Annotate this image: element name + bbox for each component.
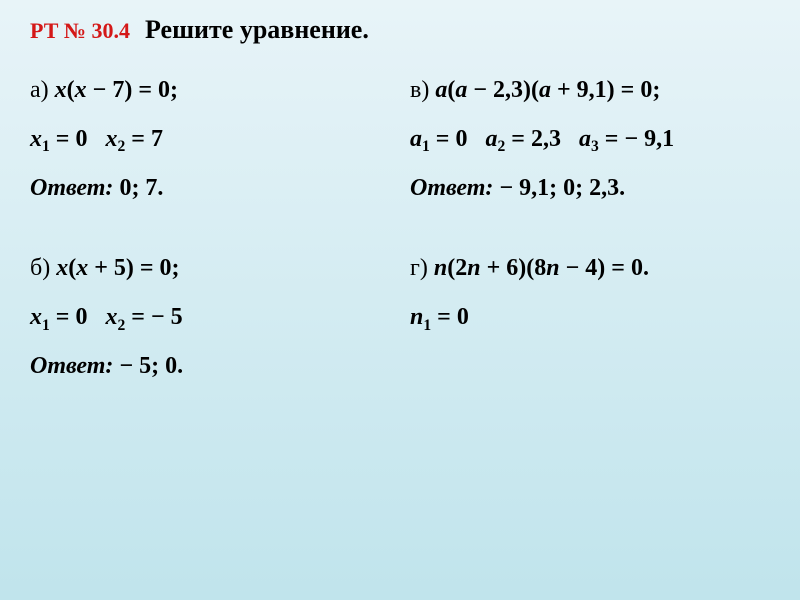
solutions-b: x1 = 0 x2 = − 5 xyxy=(30,297,390,338)
solutions-v: a1 = 0 a2 = 2,3 a3 = − 9,1 xyxy=(410,119,770,160)
solutions-g: n1 = 0 xyxy=(410,297,770,338)
answer-v: Ответ: − 9,1; 0; 2,3. xyxy=(410,168,770,209)
solutions-a: x1 = 0 x2 = 7 xyxy=(30,119,390,160)
equation-g: г) n(2n + 6)(8n − 4) = 0. xyxy=(410,248,770,289)
problem-letter: г) xyxy=(410,255,428,281)
problem-a: а) x(x − 7) = 0; x1 = 0 x2 = 7 Ответ: 0; … xyxy=(30,70,390,208)
answer-a: Ответ: 0; 7. xyxy=(30,168,390,209)
page-title: Решите уравнение. xyxy=(145,15,369,45)
answer-value: 0; 7. xyxy=(119,175,163,201)
solution-item: x2 = 7 xyxy=(105,119,162,160)
equation-text: x(x − 7) = 0; xyxy=(55,77,178,103)
equation-v: в) a(a − 2,3)(a + 9,1) = 0; xyxy=(410,70,770,111)
problem-letter: в) xyxy=(410,77,429,103)
header: РТ № 30.4 Решите уравнение. xyxy=(30,15,770,45)
answer-value: − 9,1; 0; 2,3. xyxy=(499,175,625,201)
solution-item: a3 = − 9,1 xyxy=(579,119,674,160)
problem-g: г) n(2n + 6)(8n − 4) = 0. n1 = 0 xyxy=(410,248,770,386)
problems-grid: а) x(x − 7) = 0; x1 = 0 x2 = 7 Ответ: 0; … xyxy=(30,70,770,387)
solution-item: x1 = 0 xyxy=(30,297,87,338)
answer-b: Ответ: − 5; 0. xyxy=(30,346,390,387)
problem-v: в) a(a − 2,3)(a + 9,1) = 0; a1 = 0 a2 = 2… xyxy=(410,70,770,208)
problem-letter: а) xyxy=(30,77,49,103)
solution-item: x1 = 0 xyxy=(30,119,87,160)
equation-a: а) x(x − 7) = 0; xyxy=(30,70,390,111)
problem-letter: б) xyxy=(30,255,50,281)
equation-text: n(2n + 6)(8n − 4) = 0. xyxy=(434,255,649,281)
equation-b: б) x(x + 5) = 0; xyxy=(30,248,390,289)
equation-text: a(a − 2,3)(a + 9,1) = 0; xyxy=(435,77,660,103)
solution-item: a1 = 0 xyxy=(410,119,467,160)
answer-value: − 5; 0. xyxy=(119,353,183,379)
solution-item: a2 = 2,3 xyxy=(485,119,560,160)
answer-label: Ответ: xyxy=(30,175,113,201)
reference-number: РТ № 30.4 xyxy=(30,18,130,44)
answer-label: Ответ: xyxy=(410,175,493,201)
equation-text: x(x + 5) = 0; xyxy=(56,255,179,281)
solution-item: n1 = 0 xyxy=(410,297,469,338)
problem-b: б) x(x + 5) = 0; x1 = 0 x2 = − 5 Ответ: −… xyxy=(30,248,390,386)
solution-item: x2 = − 5 xyxy=(105,297,182,338)
answer-label: Ответ: xyxy=(30,353,113,379)
